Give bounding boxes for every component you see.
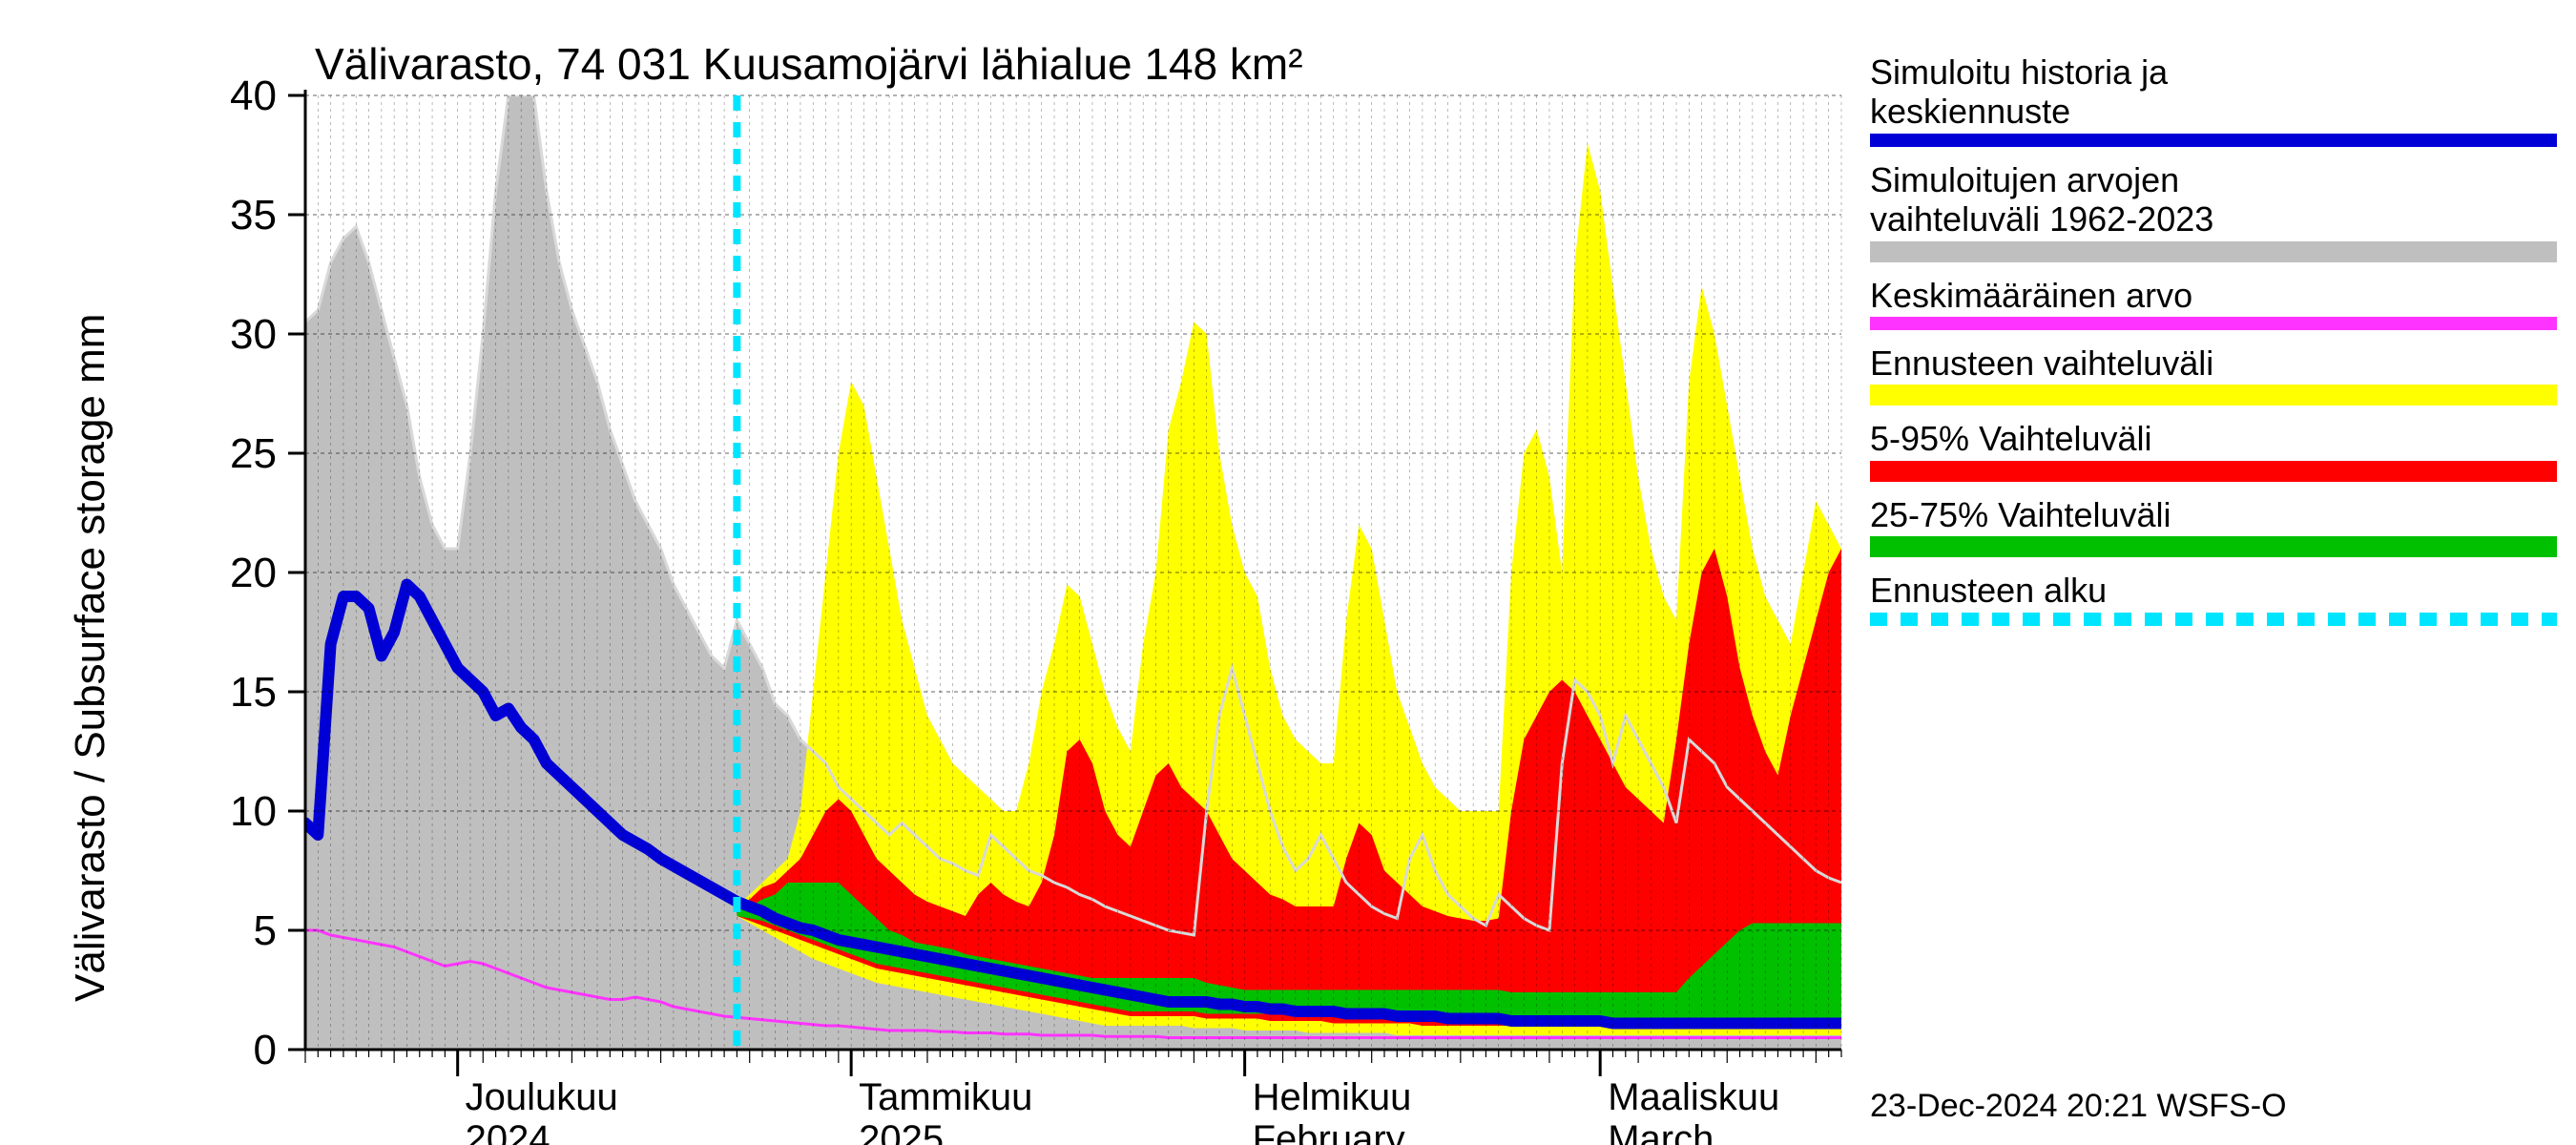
chart-title: Välivarasto, 74 031 Kuusamojärvi lähialu… <box>315 38 1303 90</box>
y-tick-label: 30 <box>181 311 277 359</box>
x-month-label: Maaliskuu <box>1608 1076 1779 1119</box>
legend-entry: Simuloitujen arvojenvaihteluväli 1962-20… <box>1870 160 2557 262</box>
legend-text: Simuloitu historia ja <box>1870 52 2557 92</box>
legend-swatch <box>1870 536 2557 557</box>
y-axis-label: Välivarasto / Subsurface storage mm <box>67 314 114 1002</box>
y-tick-label: 10 <box>181 788 277 836</box>
x-month-sublabel: February <box>1253 1118 1405 1145</box>
legend-entry: Ennusteen vaihteluväli <box>1870 344 2557 406</box>
y-tick-label: 40 <box>181 73 277 120</box>
legend-entry: 5-95% Vaihteluväli <box>1870 419 2557 481</box>
legend-entry: Ennusteen alku <box>1870 571 2557 625</box>
legend-swatch <box>1870 241 2557 262</box>
y-tick-label: 35 <box>181 192 277 239</box>
chart-container: Välivarasto, 74 031 Kuusamojärvi lähialu… <box>0 0 2576 1145</box>
legend-entry: 25-75% Vaihteluväli <box>1870 495 2557 557</box>
legend-text: 5-95% Vaihteluväli <box>1870 419 2557 458</box>
plot-svg <box>305 95 1841 1088</box>
x-month-sublabel: 2025 <box>859 1118 944 1145</box>
legend-swatch <box>1870 461 2557 482</box>
legend-entry: Keskimääräinen arvo <box>1870 276 2557 330</box>
legend-swatch <box>1870 385 2557 406</box>
y-tick-label: 5 <box>181 907 277 955</box>
footer-timestamp: 23-Dec-2024 20:21 WSFS-O <box>1870 1088 2287 1125</box>
legend-swatch <box>1870 134 2557 147</box>
x-month-sublabel: March <box>1608 1118 1714 1145</box>
legend-swatch <box>1870 317 2557 330</box>
y-tick-label: 25 <box>181 430 277 478</box>
legend-text: Keskimääräinen arvo <box>1870 276 2557 315</box>
legend-text: Simuloitujen arvojen <box>1870 160 2557 199</box>
x-month-label: Helmikuu <box>1253 1076 1412 1119</box>
y-tick-label: 15 <box>181 669 277 717</box>
x-month-label: Joulukuu <box>466 1076 618 1119</box>
legend-text: keskiennuste <box>1870 92 2557 131</box>
legend-text: Ennusteen alku <box>1870 571 2557 610</box>
legend-entry: Simuloitu historia jakeskiennuste <box>1870 52 2557 147</box>
x-month-sublabel: 2024 <box>466 1118 551 1145</box>
legend-text: 25-75% Vaihteluväli <box>1870 495 2557 534</box>
legend-text: Ennusteen vaihteluväli <box>1870 344 2557 383</box>
y-tick-label: 0 <box>181 1027 277 1074</box>
legend: Simuloitu historia jakeskiennusteSimuloi… <box>1870 52 2557 639</box>
legend-text: vaihteluväli 1962-2023 <box>1870 199 2557 239</box>
x-month-label: Tammikuu <box>859 1076 1032 1119</box>
y-tick-label: 20 <box>181 550 277 597</box>
legend-swatch <box>1870 613 2557 626</box>
